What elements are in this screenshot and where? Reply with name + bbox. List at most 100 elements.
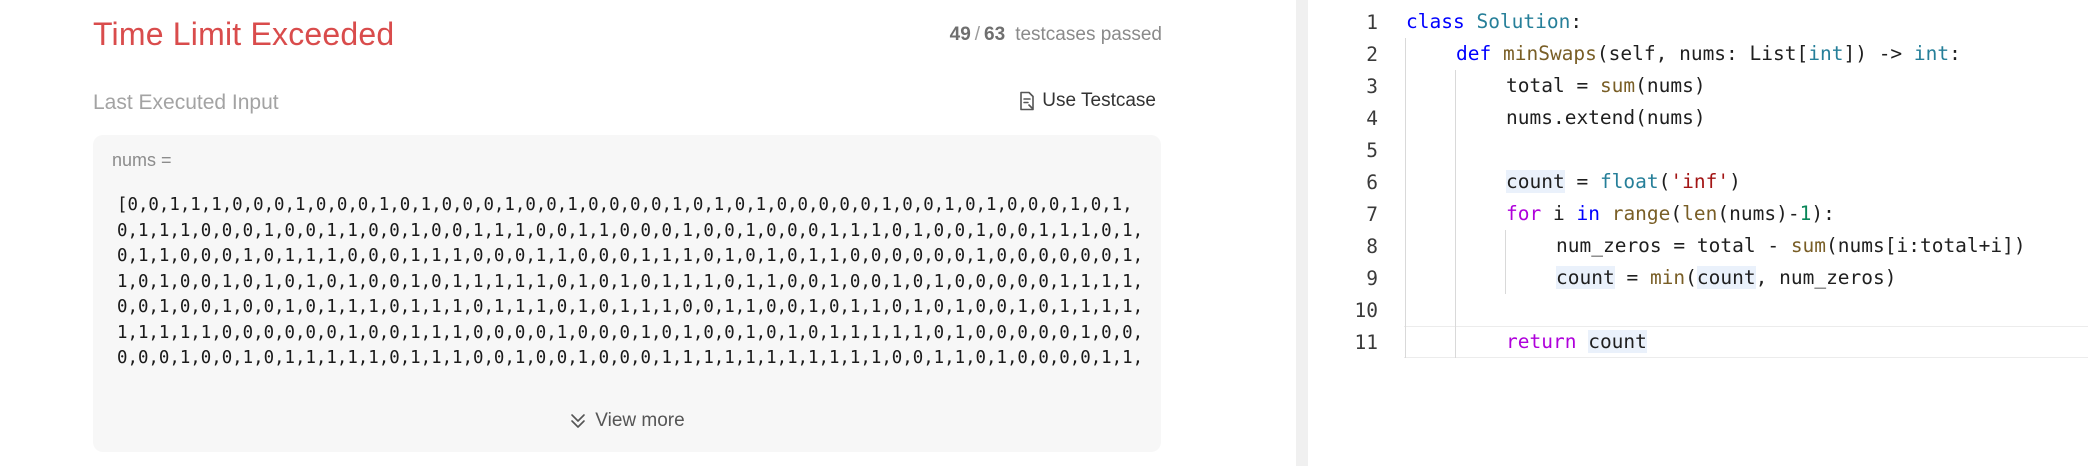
code-line: 3 (1308, 70, 2088, 102)
indent-guide (1505, 230, 1506, 294)
token-keyword: class (1406, 10, 1465, 33)
token-highlighted: count (1506, 170, 1565, 193)
token (1465, 10, 1477, 33)
input-value: [0,0,1,1,1,0,0,0,1,0,0,0,1,0,1,0,0,0,1,0… (117, 195, 1144, 368)
token-number: 1 (1799, 202, 1812, 225)
token: = (1614, 266, 1650, 289)
current-line-highlight (1404, 326, 2088, 358)
line-number: 8 (1366, 234, 1378, 258)
token-function-name: sum (1599, 74, 1636, 97)
code-text-line-7: for i in range(len(nums)-1): (1506, 202, 1835, 225)
token: i (1541, 202, 1577, 225)
line-number: 1 (1366, 10, 1378, 34)
code-line: 9 (1308, 262, 2088, 294)
code-line: 2 (1308, 38, 2088, 70)
line-number: 5 (1366, 138, 1378, 162)
token: total (1506, 74, 1565, 97)
token-keyword: in (1576, 202, 1600, 225)
code-text-line-9: count = min(count, num_zeros) (1556, 266, 1897, 289)
code-line: 7 (1308, 198, 2088, 230)
line-number: 2 (1366, 42, 1378, 66)
status-title: Time Limit Exceeded (93, 16, 395, 52)
input-card: nums = [0,0,1,1,1,0,0,0,1,0,0,0,1,0,1,0,… (93, 135, 1161, 452)
token-function-name: len (1682, 202, 1718, 225)
count-suffix: testcases passed (1015, 24, 1162, 45)
token-builtin: float (1599, 170, 1659, 193)
token-control-keyword: for (1506, 202, 1542, 225)
token-highlighted: count (1556, 266, 1615, 289)
token: : (1570, 10, 1583, 33)
code-text-line-4: nums.extend(nums) (1506, 106, 1706, 129)
token-function-name: min (1649, 266, 1686, 289)
use-testcase-label: Use Testcase (1042, 90, 1156, 111)
view-more-button[interactable]: View more (93, 410, 1161, 432)
token: (nums)- (1717, 202, 1800, 225)
code-editor[interactable]: 1 2 3 4 5 6 7 8 9 10 11 class Solution: … (1308, 0, 2088, 466)
view-more-label: View more (595, 410, 685, 431)
token-keyword: def (1456, 42, 1492, 65)
line-number: 3 (1366, 74, 1378, 98)
code-text-line-3: total = sum(nums) (1506, 74, 1706, 97)
input-value-container: [0,0,1,1,1,0,0,0,1,0,0,0,1,0,1,0,0,0,1,0… (117, 193, 1147, 371)
code-line: 4 (1308, 102, 2088, 134)
token: ( (1685, 266, 1697, 289)
code-line: 10 (1308, 294, 2088, 326)
code-line: 1 (1308, 6, 2088, 38)
code-line: 6 (1308, 166, 2088, 198)
token: ]) -> (1843, 42, 1914, 65)
token (1576, 330, 1588, 353)
line-number: 9 (1366, 266, 1378, 290)
code-text-line-11: return count (1506, 330, 1647, 353)
line-number: 4 (1366, 106, 1378, 130)
token: , num_zeros) (1755, 266, 1897, 289)
indent-guide (1455, 70, 1456, 358)
code-text-line-8: num_zeros = total - sum(nums[i:total+i]) (1556, 234, 2026, 257)
token-highlighted: count (1588, 330, 1647, 353)
token: = (1564, 74, 1600, 97)
token-function-name: minSwaps (1502, 42, 1597, 65)
token: (self, nums: List[ (1596, 42, 1809, 65)
token (1600, 202, 1612, 225)
document-edit-icon (1018, 91, 1036, 111)
token: : (1949, 42, 1961, 65)
total-count: 63 (984, 24, 1006, 45)
line-number: 6 (1366, 170, 1378, 194)
token: nums.extend(nums) (1506, 106, 1706, 129)
token-function-name: sum (1790, 234, 1827, 257)
passed-count: 49 (949, 24, 971, 45)
token: num_zeros = total - (1556, 234, 1791, 257)
token: ) (1729, 170, 1741, 193)
last-executed-input-label: Last Executed Input (93, 91, 279, 114)
chevrons-down-icon (569, 412, 587, 430)
token-string: 'inf' (1670, 170, 1730, 193)
code-text-line-2: def minSwaps(self, nums: List[int]) -> i… (1456, 42, 1961, 65)
line-number: 7 (1366, 202, 1378, 226)
panel-divider[interactable] (1296, 0, 1308, 466)
input-variable-name: nums = (112, 150, 172, 170)
indent-guide (1405, 38, 1406, 358)
token-builtin: int (1808, 42, 1844, 65)
token: ): (1811, 202, 1835, 225)
line-number: 10 (1354, 298, 1378, 322)
code-line: 11 (1308, 326, 2088, 358)
use-testcase-button[interactable]: Use Testcase (1018, 90, 1156, 112)
code-line: 5 (1308, 134, 2088, 166)
testcase-stat: 49/63 testcases passed (950, 24, 1162, 46)
token: = (1564, 170, 1600, 193)
token-function-name: range (1611, 202, 1671, 225)
token-control-keyword: return (1506, 330, 1577, 353)
token: ( (1670, 202, 1683, 225)
token-class-name: Solution (1476, 10, 1571, 33)
code-text-line-1: class Solution: (1406, 10, 1582, 33)
count-separator: / (974, 24, 981, 45)
line-number: 11 (1354, 330, 1378, 354)
token-highlighted: count (1696, 266, 1756, 289)
token: (nums) (1635, 74, 1706, 97)
token: ( (1658, 170, 1671, 193)
token (1491, 42, 1503, 65)
code-text-line-6: count = float('inf') (1506, 170, 1741, 193)
code-line: 8 (1308, 230, 2088, 262)
result-panel: Time Limit Exceeded 49/63 testcases passe… (93, 16, 1162, 452)
token: (nums[i:total+i]) (1826, 234, 2026, 257)
